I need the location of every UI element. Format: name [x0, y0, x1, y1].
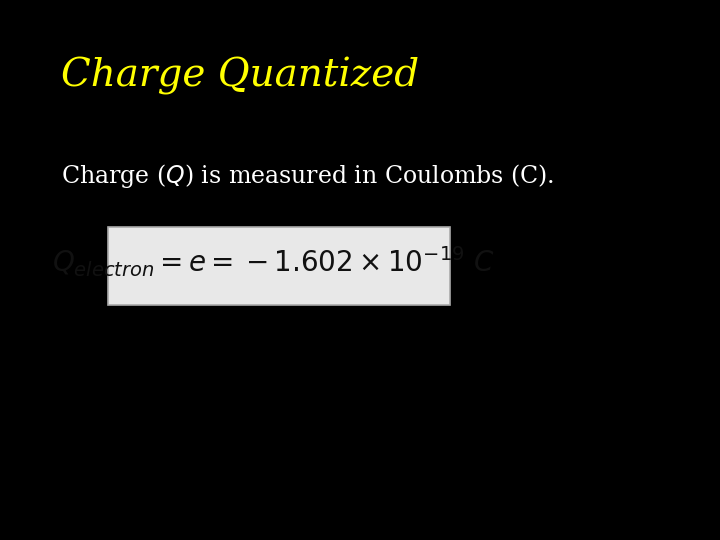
Text: Charge Quantized: Charge Quantized [61, 57, 419, 94]
FancyBboxPatch shape [108, 227, 450, 305]
Text: $Q_{electron} = e = -1.602 \times 10^{-19}\ C$: $Q_{electron} = e = -1.602 \times 10^{-1… [52, 245, 495, 279]
Text: Charge ($Q$) is measured in Coulombs (C).: Charge ($Q$) is measured in Coulombs (C)… [61, 162, 554, 190]
